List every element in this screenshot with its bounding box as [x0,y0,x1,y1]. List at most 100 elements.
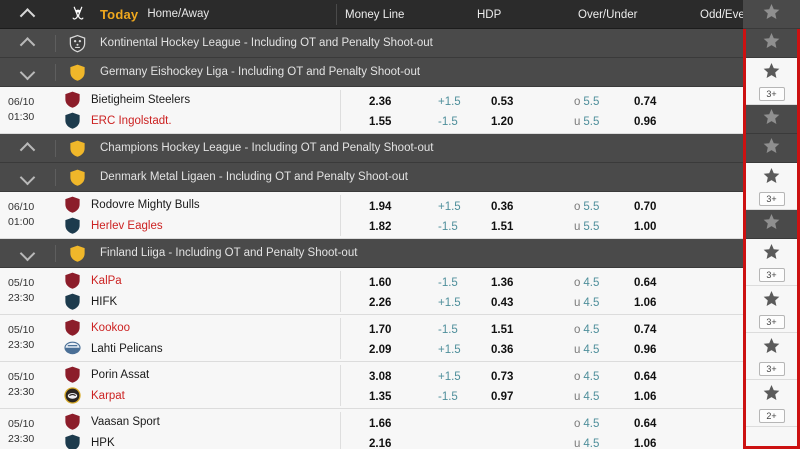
over-under-odd[interactable]: 0.96 [634,344,657,356]
over-under-odd[interactable]: 0.70 [634,201,657,213]
money-line-odd[interactable]: 1.82 [369,221,392,233]
favorite-star-button[interactable] [743,105,800,134]
over-under-odd[interactable]: 1.06 [634,297,657,309]
hdp-handicap-line[interactable]: +1.5 [438,201,461,213]
team-home[interactable]: Porin Assat [63,364,340,385]
money-line-odd[interactable]: 1.70 [369,324,392,336]
team-away[interactable]: HIFK [63,291,340,312]
over-under-odd[interactable]: 0.96 [634,116,657,128]
favorite-star-button[interactable]: 2+ [743,380,800,427]
over-under-odd[interactable]: 0.74 [634,324,657,336]
over-under-line[interactable]: u 5.5 [574,221,600,233]
home-away-toggle[interactable]: Home/Away [147,8,210,20]
hdp-handicap-line[interactable]: +1.5 [438,344,461,356]
money-line-odd[interactable]: 1.35 [369,391,392,403]
money-line-odd[interactable]: 1.60 [369,277,392,289]
money-line-odd[interactable]: 2.16 [369,438,392,449]
money-line-odd[interactable]: 1.66 [369,418,392,430]
over-under-line[interactable]: o 4.5 [574,324,600,336]
hdp-odd[interactable]: 0.97 [491,391,514,403]
league-collapse-toggle[interactable] [0,58,55,87]
favorite-star-button[interactable] [743,0,800,29]
more-markets-badge[interactable]: 3+ [758,192,785,206]
collapse-all-button[interactable] [0,0,55,29]
match-row[interactable]: 06/10 01:00 Rodovre Mighty Bulls Herlev Eag… [0,192,800,239]
more-markets-badge[interactable]: 2+ [758,409,785,423]
money-line-odd[interactable]: 2.26 [369,297,392,309]
hdp-handicap-line[interactable]: -1.5 [438,277,458,289]
hdp-odd[interactable]: 1.20 [491,116,514,128]
hdp-handicap-line[interactable]: -1.5 [438,221,458,233]
favorite-star-button[interactable]: 3+ [743,333,800,380]
team-home[interactable]: Rodovre Mighty Bulls [63,194,340,215]
hdp-handicap-line[interactable]: -1.5 [438,324,458,336]
team-away[interactable]: Herlev Eagles [63,215,340,236]
more-markets-badge[interactable]: 3+ [758,87,785,101]
team-home[interactable]: Kookoo [63,317,340,338]
over-under-line[interactable]: o 4.5 [574,418,600,430]
team-away[interactable]: Lahti Pelicans [63,338,340,359]
hdp-odd[interactable]: 1.36 [491,277,514,289]
match-row[interactable]: 05/10 23:30 Porin Assat Karpat 3.08 +1.5 0.73 o… [0,362,800,409]
hdp-handicap-line[interactable]: +1.5 [438,297,461,309]
team-away[interactable]: ERC Ingolstadt. [63,110,340,131]
hdp-odd[interactable]: 0.36 [491,201,514,213]
hdp-odd[interactable]: 0.36 [491,344,514,356]
money-line-odd[interactable]: 3.08 [369,371,392,383]
team-away[interactable]: Karpat [63,385,340,406]
hdp-odd[interactable]: 1.51 [491,221,514,233]
over-under-odd[interactable]: 1.06 [634,391,657,403]
match-row[interactable]: 06/10 01:30 Bietigheim Steelers ERC Ingolst… [0,87,800,134]
over-under-line[interactable]: u 4.5 [574,391,600,403]
hdp-handicap-line[interactable]: -1.5 [438,391,458,403]
money-line-odd[interactable]: 1.94 [369,201,392,213]
league-collapse-toggle[interactable] [0,163,55,192]
favorite-star-button[interactable]: 3+ [743,58,800,105]
team-home[interactable]: Bietigheim Steelers [63,89,340,110]
money-line-odd[interactable]: 1.55 [369,116,392,128]
over-under-odd[interactable]: 1.00 [634,221,657,233]
favorite-star-button[interactable]: 3+ [743,239,800,286]
league-collapse-toggle[interactable] [0,239,55,268]
hdp-handicap-line[interactable]: -1.5 [438,116,458,128]
league-header-row[interactable]: Denmark Metal Ligaen - Including OT and … [0,163,800,192]
today-label[interactable]: Today [100,6,139,22]
match-row[interactable]: 05/10 23:30 KalPa HIFK 1.60 -1.5 1.36 o 4.5 0.64 2… [0,268,800,315]
over-under-line[interactable]: u 5.5 [574,116,600,128]
more-markets-badge[interactable]: 3+ [758,268,785,282]
league-header-row[interactable]: Kontinental Hockey League - Including OT… [0,29,800,58]
favorite-star-button[interactable]: 3+ [743,286,800,333]
more-markets-badge[interactable]: 3+ [758,315,785,329]
league-collapse-toggle[interactable] [0,29,55,58]
league-collapse-toggle[interactable] [0,134,55,163]
hdp-odd[interactable]: 1.51 [491,324,514,336]
over-under-line[interactable]: o 5.5 [574,201,600,213]
hdp-handicap-line[interactable]: +1.5 [438,371,461,383]
match-row[interactable]: 05/10 23:30 Kookoo Lahti Pelicans 1.70 -1.5 1.… [0,315,800,362]
favorite-star-button[interactable] [743,210,800,239]
favorite-star-button[interactable]: 3+ [743,163,800,210]
favorite-star-button[interactable] [743,134,800,163]
over-under-odd[interactable]: 0.64 [634,418,657,430]
team-home[interactable]: KalPa [63,270,340,291]
money-line-odd[interactable]: 2.36 [369,96,392,108]
over-under-odd[interactable]: 1.06 [634,438,657,449]
hdp-handicap-line[interactable]: +1.5 [438,96,461,108]
over-under-line[interactable]: u 4.5 [574,297,600,309]
over-under-line[interactable]: o 5.5 [574,96,600,108]
team-home[interactable]: Vaasan Sport [63,411,340,432]
more-markets-badge[interactable]: 3+ [758,362,785,376]
league-header-row[interactable]: Germany Eishockey Liga - Including OT an… [0,58,800,87]
over-under-line[interactable]: u 4.5 [574,344,600,356]
over-under-line[interactable]: o 4.5 [574,277,600,289]
over-under-line[interactable]: u 4.5 [574,438,600,449]
hdp-odd[interactable]: 0.53 [491,96,514,108]
match-row[interactable]: 05/10 23:30 Vaasan Sport HPK 1.66 o 4.5 0.64 2.1… [0,409,800,449]
hdp-odd[interactable]: 0.73 [491,371,514,383]
league-header-row[interactable]: Finland Liiga - Including OT and Penalty… [0,239,800,268]
over-under-line[interactable]: o 4.5 [574,371,600,383]
favorite-star-button[interactable] [743,29,800,58]
over-under-odd[interactable]: 0.64 [634,371,657,383]
hdp-odd[interactable]: 0.43 [491,297,514,309]
team-away[interactable]: HPK [63,432,340,449]
